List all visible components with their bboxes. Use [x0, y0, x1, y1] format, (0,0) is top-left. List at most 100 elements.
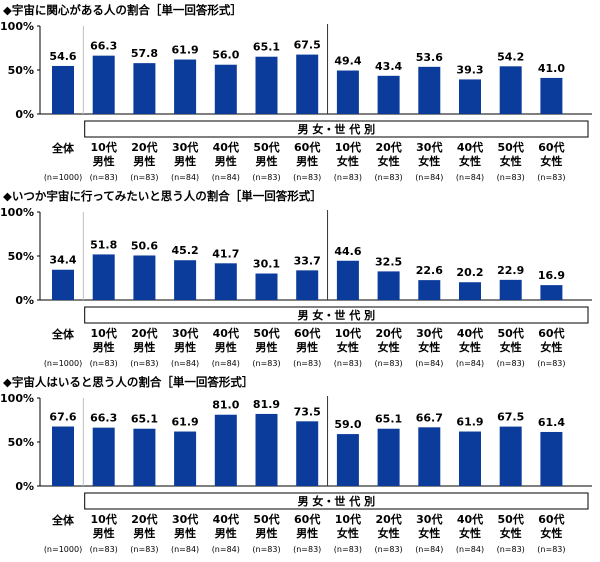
chart-3-category-label-line2: 男性 [93, 526, 115, 540]
chart-3-category-label-line2: 女性 [540, 526, 562, 540]
chart-3-data-label: 67.5 [497, 411, 524, 424]
chart-2-data-label: 34.4 [49, 254, 76, 267]
chart-2-data-label: 30.1 [253, 258, 280, 271]
chart-3-group-box [84, 492, 589, 510]
chart-1-category-label-line2: 男性 [93, 154, 115, 168]
chart-1-n-label: (n=84) [212, 173, 240, 182]
chart-2-data-label: 22.9 [497, 264, 524, 277]
chart-2-n-label: (n=83) [334, 359, 362, 368]
chart-2-n-label: (n=83) [537, 359, 565, 368]
chart-1-n-label: (n=83) [90, 173, 118, 182]
chart-3-n-label: (n=83) [252, 545, 280, 554]
chart-3-data-label: 65.1 [375, 413, 402, 426]
chart-1-category-label-line1: 30代 [172, 140, 198, 154]
chart-3-category-label-line2: 男性 [174, 526, 196, 540]
chart-1-category-label-line1: 60代 [538, 140, 564, 154]
chart-2-category-label-line1: 40代 [457, 326, 483, 340]
chart-3-data-label: 81.0 [212, 399, 239, 412]
chart-1-category-label-line2: 男性 [133, 154, 155, 168]
chart-3-category-label-line1: 20代 [375, 512, 401, 526]
chart-3-ytick-label: 50% [8, 436, 34, 449]
chart-3-title: ◆宇宙人はいると思う人の割合［単一回答形式］ [3, 375, 253, 389]
chart-3-category-label-line1: 20代 [131, 512, 157, 526]
chart-1-category-label-line2: 女性 [500, 154, 522, 168]
chart-3-category-label-line1: 40代 [457, 512, 483, 526]
chart-1-category-label-line2: 男性 [174, 154, 196, 168]
chart-2-ytick-label: 0% [15, 294, 34, 307]
chart-3-category-label-line1: 30代 [416, 512, 442, 526]
chart-3-n-label: (n=83) [293, 545, 321, 554]
chart-3-data-label: 61.9 [456, 416, 483, 429]
chart-1-bar [133, 63, 156, 114]
chart-3-category-label-line2: 女性 [418, 526, 440, 540]
chart-2-data-label: 41.7 [212, 247, 239, 260]
chart-3-category-label-line1: 50代 [253, 512, 279, 526]
chart-1-n-label: (n=84) [171, 173, 199, 182]
chart-3-group-label: 男 女・世 代 別 [298, 494, 376, 508]
chart-1-category-label-line2: 男性 [215, 154, 237, 168]
chart-3-category-label-line1: 30代 [172, 512, 198, 526]
chart-2-category-label-line1: 20代 [375, 326, 401, 340]
chart-1-bar [52, 65, 74, 114]
chart-1-bar [255, 56, 278, 114]
chart-1-data-label: 65.1 [253, 41, 280, 54]
chart-3-bar [418, 427, 441, 486]
chart-3-data-label: 61.9 [172, 416, 199, 429]
chart-3-category-label-line1: 60代 [538, 512, 564, 526]
chart-2-ytick-label: 100% [0, 206, 34, 219]
chart-1-n-label: (n=83) [293, 173, 321, 182]
chart-1-ytick-label: 100% [0, 20, 34, 33]
chart-2-bar [214, 263, 237, 300]
chart-3-data-label: 59.0 [334, 418, 361, 431]
chart-2-n-label: (n=83) [90, 359, 118, 368]
chart-1-n-label: (n=83) [130, 173, 158, 182]
chart-3-category-label-line1: 10代 [335, 512, 361, 526]
chart-2-bar [459, 282, 481, 300]
chart-1-n-label: (n=83) [537, 173, 565, 182]
chart-3-category-label-line2: 男性 [256, 526, 278, 540]
chart-2-category-label-line1: 50代 [498, 326, 524, 340]
chart-2-n-label: (n=84) [415, 359, 443, 368]
chart-3-n-label: (n=84) [212, 545, 240, 554]
chart-2-n-label: (n=83) [130, 359, 158, 368]
chart-1-bar [92, 55, 115, 114]
chart-1-data-label: 43.4 [375, 60, 402, 73]
chart-3-category-label-line2: 男性 [296, 526, 318, 540]
chart-2-category-label-line1: 60代 [294, 326, 320, 340]
chart-2-bar [377, 271, 400, 300]
chart-3-bar [214, 414, 237, 486]
chart-2-bar [174, 260, 197, 300]
chart-2-category-label-line2: 女性 [459, 340, 481, 354]
chart-2-category-label-line2: 男性 [174, 340, 196, 354]
chart-3-bar [52, 426, 74, 486]
chart-2-category-label-line2: 男性 [215, 340, 237, 354]
chart-1-bar [418, 66, 441, 114]
chart-3-n-label: (n=84) [456, 545, 484, 554]
chart-2-data-label: 50.6 [131, 239, 158, 252]
chart-2-category-label-line2: 女性 [540, 340, 562, 354]
chart-1-category-label-line1: 50代 [498, 140, 524, 154]
chart-1-data-label: 61.9 [172, 44, 199, 57]
chart-2-category-label-line2: 男性 [133, 340, 155, 354]
chart-1-category-label-line1: 20代 [375, 140, 401, 154]
chart-3-n-label: (n=84) [415, 545, 443, 554]
chart-3-category-label-line2: 男性 [133, 526, 155, 540]
chart-1-category-label-line1: 10代 [335, 140, 361, 154]
chart-1-bar [296, 54, 319, 114]
chart-3-data-label: 66.3 [90, 412, 117, 425]
chart-2-bar [336, 260, 359, 300]
chart-2-category-label-line2: 女性 [337, 340, 359, 354]
chart-2-data-label: 44.6 [334, 245, 361, 258]
chart-3-data-label: 61.4 [538, 416, 565, 429]
chart-2-n-label: (n=83) [252, 359, 280, 368]
chart-2-n-label: (n=84) [456, 359, 484, 368]
chart-2-category-label-line1: 50代 [253, 326, 279, 340]
chart-2-n-label: (n=83) [293, 359, 321, 368]
chart-3-bar [255, 413, 278, 486]
chart-3-bar [336, 434, 359, 486]
chart-3-n-label: (n=83) [537, 545, 565, 554]
chart-1-category-label: 全体 [51, 141, 75, 155]
chart-1-data-label: 49.4 [334, 55, 361, 68]
chart-3-data-label: 65.1 [131, 413, 158, 426]
